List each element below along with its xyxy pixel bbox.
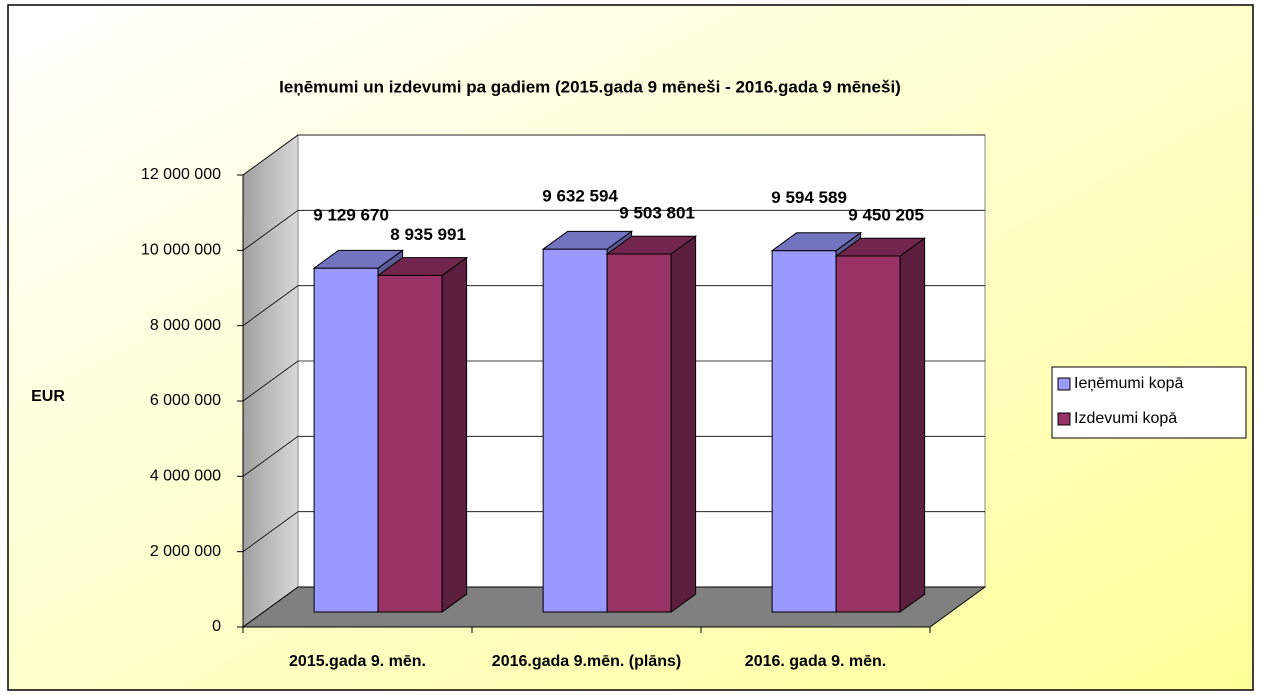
- bar-top: [770, 232, 863, 252]
- legend-label: Izdevumi kopā: [1074, 410, 1177, 427]
- grid-line: [242, 511, 985, 552]
- bar-top: [376, 257, 469, 276]
- data-label: 9 450 205: [848, 206, 924, 225]
- data-label: 9 129 670: [313, 206, 389, 225]
- bar-top: [541, 230, 634, 250]
- y-tick-label: 4 000 000: [150, 468, 221, 485]
- x-tick-label: 2016.gada 9.mēn. (plāns): [492, 653, 681, 670]
- data-label: 8 935 991: [390, 225, 466, 244]
- grid-line: [242, 435, 985, 477]
- data-label: 9 503 801: [619, 204, 695, 223]
- x-tick-label: 2016. gada 9. mēn.: [745, 653, 886, 670]
- legend-swatch: [1057, 412, 1071, 426]
- bar-top: [605, 235, 698, 255]
- bar-front: [606, 253, 672, 613]
- y-tick-label: 8 000 000: [150, 317, 221, 334]
- y-tick-label: 2 000 000: [150, 543, 221, 560]
- x-tick-label: 2015.gada 9. mēn.: [289, 653, 426, 670]
- y-axis-label: EUR: [31, 388, 65, 405]
- bar-top: [834, 237, 927, 257]
- chart-title: Ieņēmumi un izdevumi pa gadiem (2015.gad…: [279, 77, 901, 96]
- bar-front: [771, 250, 837, 613]
- y-tick-label: 12 000 000: [141, 166, 221, 183]
- bar-front: [377, 274, 443, 613]
- grid-line: [242, 134, 985, 176]
- bar: [834, 237, 927, 613]
- y-tick-label: 0: [212, 618, 221, 635]
- bar-side: [441, 256, 468, 613]
- bar-side: [899, 237, 926, 613]
- bar: [376, 256, 469, 613]
- data-label: 9 594 589: [771, 188, 847, 207]
- y-tick-label: 10 000 000: [141, 242, 221, 259]
- y-tick-label: 6 000 000: [150, 392, 221, 409]
- bar-side: [670, 235, 697, 613]
- bar-front: [835, 255, 901, 613]
- bar-front: [542, 248, 608, 613]
- legend-box: [1051, 366, 1247, 439]
- grid-line: [242, 360, 985, 402]
- bar-top: [312, 249, 405, 269]
- bar-front: [313, 267, 379, 613]
- grid-line: [242, 209, 985, 251]
- legend-label: Ieņēmumi kopā: [1074, 375, 1183, 392]
- legend-swatch: [1057, 377, 1071, 391]
- data-label: 9 632 594: [542, 187, 618, 206]
- grid-line: [242, 285, 985, 326]
- bar: [605, 235, 698, 613]
